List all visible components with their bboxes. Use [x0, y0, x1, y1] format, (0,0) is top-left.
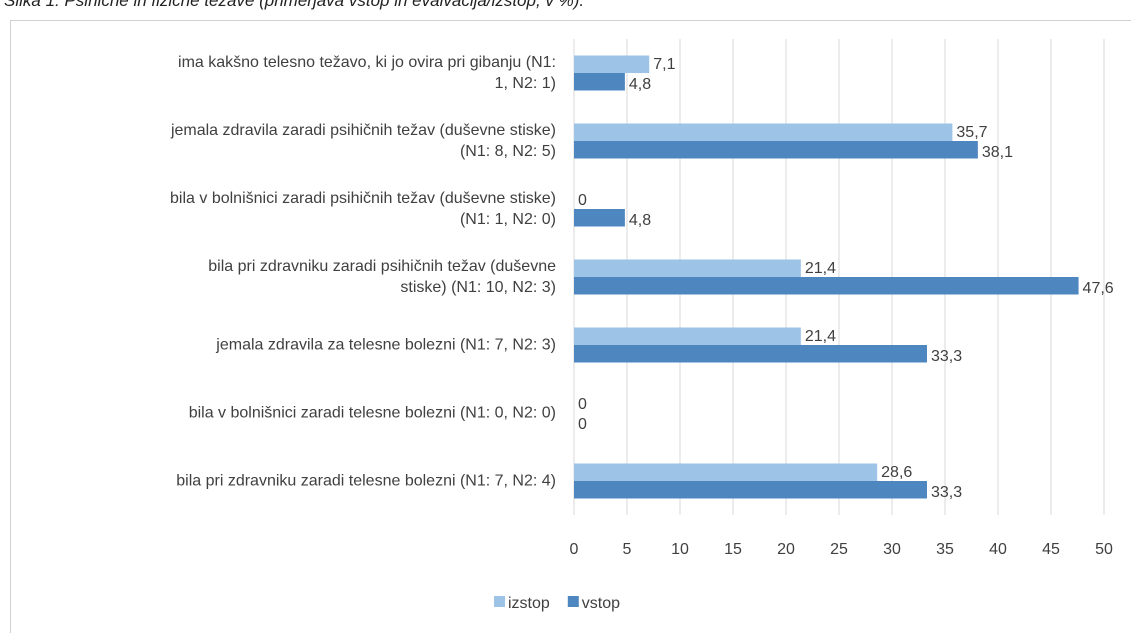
- data-label: 0: [578, 396, 587, 413]
- x-tick-label: 45: [1042, 541, 1060, 558]
- bar: [574, 209, 625, 227]
- data-label: 21,4: [805, 260, 836, 277]
- legend-swatch: [494, 596, 505, 607]
- x-tick-label: 40: [989, 541, 1007, 558]
- chart-border: [10, 20, 1131, 633]
- bar: [574, 463, 878, 481]
- chart-title: Slika 1: Psihične in fizične težave (pri…: [4, 0, 585, 10]
- x-tick-label: 0: [570, 541, 579, 558]
- y-tick-label: jemala zdravila za telesne bolezni (N1: …: [216, 336, 556, 354]
- data-label: 4,8: [629, 212, 651, 229]
- bar: [574, 141, 978, 159]
- y-tick-label: bila v bolnišnici zaradi psihičnih težav…: [170, 190, 556, 228]
- x-tick-label: 10: [671, 541, 689, 558]
- x-tick-label: 25: [830, 541, 848, 558]
- x-tick-label: 35: [936, 541, 954, 558]
- y-tick-label: jemala zdravila zaradi psihičnih težav (…: [170, 122, 556, 160]
- bar: [574, 73, 625, 91]
- bar: [574, 481, 927, 499]
- y-tick-label: ima kakšno telesno težavo, ki jo ovira p…: [178, 54, 556, 92]
- data-label: 7,1: [653, 56, 675, 73]
- x-tick-label: 20: [777, 541, 795, 558]
- y-tick-label: bila pri zdravniku zaradi psihičnih teža…: [208, 258, 556, 296]
- data-label: 47,6: [1083, 280, 1114, 297]
- data-label: 33,3: [931, 348, 962, 365]
- x-tick-label: 30: [883, 541, 901, 558]
- bar: [574, 345, 927, 363]
- x-tick-label: 50: [1095, 541, 1113, 558]
- legend-label: vstop: [582, 595, 620, 612]
- data-label: 0: [578, 416, 587, 433]
- data-label: 4,8: [629, 76, 651, 93]
- data-label: 33,3: [931, 484, 962, 501]
- data-label: 35,7: [956, 124, 987, 141]
- x-tick-label: 5: [623, 541, 632, 558]
- data-label: 0: [578, 192, 587, 209]
- bar: [574, 123, 953, 141]
- bar: [574, 327, 801, 345]
- bar: [574, 259, 801, 277]
- data-label: 38,1: [982, 144, 1013, 161]
- bar: [574, 55, 650, 73]
- y-tick-label: bila v bolnišnici zaradi telesne bolezni…: [188, 404, 556, 422]
- legend-swatch: [567, 596, 579, 607]
- bar: [574, 277, 1079, 295]
- data-label: 28,6: [881, 464, 912, 481]
- y-tick-label: bila pri zdravniku zaradi telesne bolezn…: [176, 472, 556, 490]
- x-tick-label: 15: [724, 541, 742, 558]
- data-label: 21,4: [805, 328, 836, 345]
- legend-label: izstop: [508, 595, 550, 612]
